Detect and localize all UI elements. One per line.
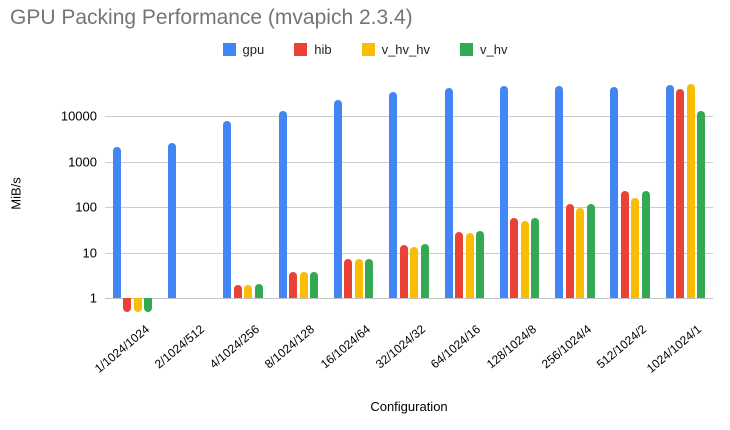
y-tick-label: 1000 [68, 154, 97, 170]
bar-hib-256-1024-4[interactable] [565, 204, 574, 298]
bar-v_hv_hv-256-1024-4[interactable] [576, 208, 585, 298]
bar-v_hv_hv-64-1024-16[interactable] [465, 233, 474, 298]
legend-swatch-v_hv_hv [361, 43, 375, 56]
y-tick-label: 10 [82, 245, 97, 261]
x-tick-label: 2/1024/512 [151, 322, 207, 372]
y-tick-label: 1 [89, 290, 97, 306]
bar-v_hv_hv-1-1024-1024[interactable] [133, 298, 142, 312]
bar-v_hv-4-1024-256[interactable] [254, 284, 263, 298]
gridline [105, 161, 713, 163]
bar-v_hv_hv-128-1024-8[interactable] [520, 221, 529, 298]
x-tick-label: 128/1024/8 [483, 322, 539, 372]
x-tick-label: 1024/1024/1 [644, 322, 705, 376]
x-axis-baseline [105, 298, 713, 299]
bar-v_hv-32-1024-32[interactable] [420, 243, 429, 298]
bar-gpu-4-1024-256[interactable] [223, 120, 232, 298]
bar-v_hv_hv-8-1024-128[interactable] [299, 272, 308, 298]
y-tick-label: 10000 [60, 108, 97, 124]
y-axis-title: MiB/s [8, 177, 24, 210]
bar-v_hv_hv-32-1024-32[interactable] [410, 246, 419, 298]
bar-gpu-16-1024-64[interactable] [333, 99, 342, 298]
legend-label: gpu [242, 42, 265, 57]
x-tick-label: 16/1024/64 [317, 322, 373, 372]
legend: gpu hib v_hv_hv v_hv [0, 42, 730, 57]
bar-v_hv_hv-16-1024-64[interactable] [354, 259, 363, 298]
bar-hib-512-1024-2[interactable] [620, 190, 629, 298]
legend-item-v_hv_hv[interactable]: v_hv_hv [361, 42, 430, 57]
legend-item-hib[interactable]: hib [294, 42, 332, 57]
legend-swatch-gpu [222, 43, 236, 56]
legend-label: v_hv_hv [381, 42, 430, 57]
bar-v_hv-128-1024-8[interactable] [531, 217, 540, 298]
bar-v_hv-512-1024-2[interactable] [641, 190, 650, 298]
bar-v_hv-64-1024-16[interactable] [476, 230, 485, 298]
bar-gpu-1-1024-1024[interactable] [112, 147, 121, 298]
gridline [105, 252, 713, 254]
bar-gpu-8-1024-128[interactable] [278, 111, 287, 298]
x-tick-label: 1/1024/1024 [91, 322, 152, 376]
bar-gpu-2-1024-512[interactable] [168, 142, 177, 298]
gridline [105, 207, 713, 209]
bar-gpu-64-1024-16[interactable] [444, 87, 453, 298]
bar-gpu-32-1024-32[interactable] [389, 92, 398, 298]
x-tick-label: 512/1024/2 [594, 322, 650, 372]
x-tick-label: 4/1024/256 [207, 322, 263, 372]
chart-title: GPU Packing Performance (mvapich 2.3.4) [10, 6, 413, 29]
bar-v_hv_hv-512-1024-2[interactable] [631, 197, 640, 298]
bar-v_hv-8-1024-128[interactable] [310, 271, 319, 298]
bar-v_hv_hv-4-1024-256[interactable] [244, 285, 253, 298]
bar-hib-16-1024-64[interactable] [344, 259, 353, 298]
legend-item-v_hv[interactable]: v_hv [460, 42, 507, 57]
y-tick-label: 100 [75, 199, 97, 215]
legend-label: hib [314, 42, 332, 57]
legend-label: v_hv [480, 42, 508, 57]
x-tick-label: 8/1024/128 [262, 322, 318, 372]
legend-swatch-hib [294, 43, 308, 56]
gridline [105, 116, 713, 118]
bar-hib-8-1024-128[interactable] [289, 272, 298, 298]
bar-hib-32-1024-32[interactable] [399, 245, 408, 298]
x-tick-label: 64/1024/16 [428, 322, 484, 372]
bar-v_hv-1-1024-1024[interactable] [144, 298, 153, 312]
bar-gpu-512-1024-2[interactable] [610, 86, 619, 298]
bar-hib-1024-1024-1[interactable] [676, 88, 685, 298]
bar-v_hv-16-1024-64[interactable] [365, 258, 374, 298]
bar-v_hv_hv-1024-1024-1[interactable] [686, 84, 695, 298]
bar-gpu-128-1024-8[interactable] [499, 86, 508, 298]
bar-hib-1-1024-1024[interactable] [123, 298, 132, 312]
bar-v_hv-1024-1024-1[interactable] [697, 111, 706, 298]
x-tick-label: 32/1024/32 [372, 322, 428, 372]
bar-gpu-256-1024-4[interactable] [555, 85, 564, 298]
legend-item-gpu[interactable]: gpu [222, 42, 265, 57]
legend-swatch-v_hv [460, 43, 473, 56]
bar-v_hv-256-1024-4[interactable] [586, 203, 595, 298]
bar-hib-64-1024-16[interactable] [455, 232, 464, 298]
bar-gpu-1024-1024-1[interactable] [665, 84, 674, 298]
x-tick-label: 256/1024/4 [538, 322, 594, 372]
bar-hib-4-1024-256[interactable] [233, 285, 242, 298]
x-axis-title: Configuration [370, 399, 448, 414]
bar-hib-128-1024-8[interactable] [510, 217, 519, 298]
